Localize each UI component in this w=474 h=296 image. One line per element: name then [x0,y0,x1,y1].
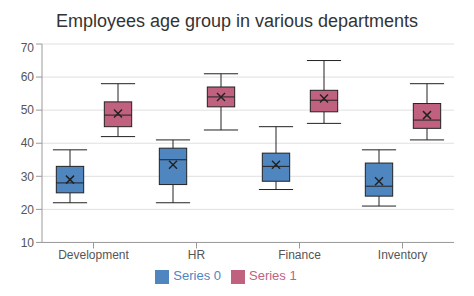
svg-text:70: 70 [21,41,35,55]
html-text:Series 0: Series 0 [173,268,221,284]
svg-text:60: 60 [21,70,35,84]
svg-text:Inventory: Inventory [378,248,427,262]
svg-text:50: 50 [21,103,35,117]
svg-text:40: 40 [21,136,35,150]
svg-text:Development: Development [58,248,129,262]
svg-text:30: 30 [21,170,35,184]
html-text:Employees age group in various: Employees age group in various departmen… [55,11,419,31]
svg-text:10: 10 [21,236,35,250]
html-text:Series 1: Series 1 [249,268,297,284]
svg-text:HR: HR [188,248,206,262]
svg-text:Finance: Finance [278,248,321,262]
svg-text:20: 20 [21,203,35,217]
